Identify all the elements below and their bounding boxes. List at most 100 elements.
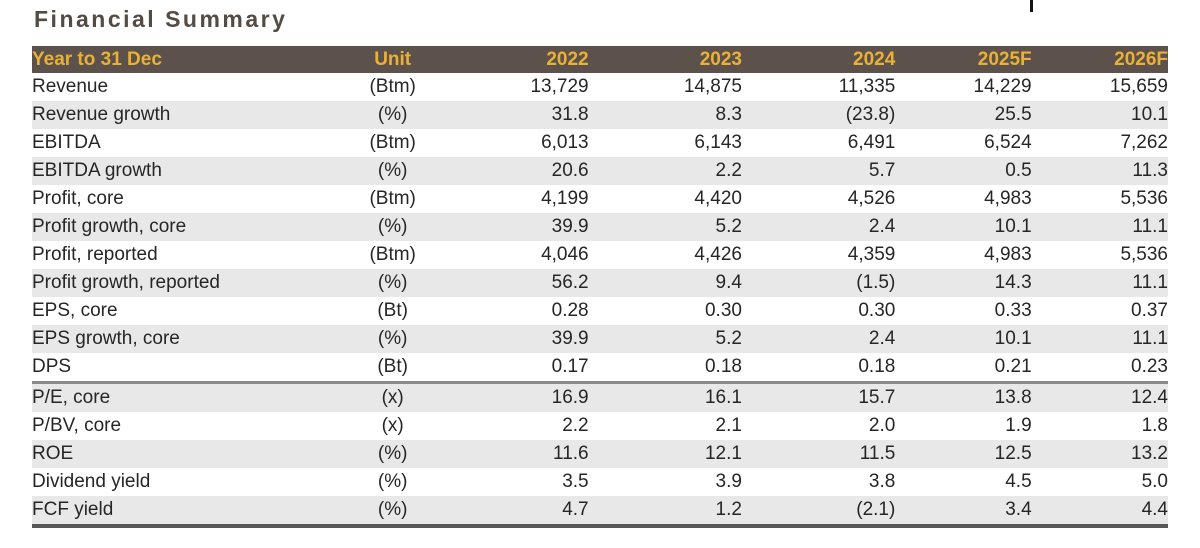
unit-cell: (x) [381,415,404,436]
row-label-cell: DPS [32,356,72,377]
value-cell: 6,143 [694,132,742,153]
value-cell: 15.7 [741,381,896,412]
table-row: EBITDA (Btm) 6,013 6,143 6,491 6,524 7,262 [32,129,1168,157]
value-cell: 16.9 [457,381,589,412]
value-cell: 12.5 [895,440,1032,468]
unit-cell: (Btm) [369,244,416,265]
value-cell: 10.1 [1031,101,1168,129]
value-cell: 2.2 [562,415,589,436]
table-row: Profit growth, core (%) 39.9 5.2 2.4 10.1 11.1 [32,213,1168,241]
value-cell: 4,983 [984,244,1032,265]
value-cell: 4,359 [847,244,896,265]
row-label-cell: EBITDA growth [32,157,328,185]
table-section-1: Revenue (Btm) 13,729 14,875 11,335 14,229 15,6… [32,73,1168,383]
header-row: Year to 31 Dec Unit 2022 2023 2024 2025F 2026F [32,46,1168,73]
value-cell: 11.1 [1031,213,1168,241]
table-row: Profit, reported (Btm) 4,046 4,426 4,359 4,98… [32,241,1168,269]
value-cell: 20.6 [457,157,589,185]
value-cell: 5.7 [741,157,896,185]
value-cell: 14.3 [895,269,1032,297]
value-cell: 12.1 [588,440,742,468]
value-cell: 5,536 [1120,188,1168,209]
unit-cell: (x) [327,381,458,412]
value-cell: 4,526 [847,188,896,209]
row-label-cell: EPS growth, core [32,325,328,353]
value-cell: 16.1 [588,381,742,412]
value-cell: 2.4 [741,325,896,353]
value-cell: (23.8) [741,101,896,129]
row-label-cell: EPS, core [32,300,118,321]
value-cell: 0.18 [704,356,742,377]
value-cell: 0.17 [551,356,589,377]
value-cell: 4.4 [1031,496,1168,526]
value-cell: 6,524 [984,132,1032,153]
column-header-year-to-31-dec: Year to 31 Dec [32,46,328,73]
value-cell: 11.1 [1031,269,1168,297]
value-cell: 11.6 [457,440,589,468]
row-label-cell: Revenue growth [32,101,328,129]
value-cell: 4.5 [1005,471,1032,492]
unit-cell: (%) [377,471,408,492]
value-cell: 11.5 [741,440,896,468]
unit-cell: (%) [327,325,458,353]
table-row: EBITDA growth (%) 20.6 2.2 5.7 0.5 11.3 [32,157,1168,185]
unit-cell: (%) [327,269,458,297]
value-cell: 0.33 [994,300,1032,321]
value-cell: 5.2 [588,213,742,241]
row-label-cell: P/E, core [32,381,328,412]
table-row: Revenue growth (%) 31.8 8.3 (23.8) 25.5 10.1 [32,101,1168,129]
value-cell: 7,262 [1120,132,1168,153]
value-cell: 13.2 [1031,440,1168,468]
value-cell: 2.2 [588,157,742,185]
value-cell: 2.1 [715,415,742,436]
value-cell: 3.9 [715,471,742,492]
value-cell: 8.3 [588,101,742,129]
value-cell: 2.0 [868,415,896,436]
value-cell: 11,335 [838,76,896,97]
row-label-cell: FCF yield [32,496,328,526]
row-label-cell: Dividend yield [32,471,151,492]
table-row: Revenue (Btm) 13,729 14,875 11,335 14,229 15,6… [32,73,1168,101]
page-title: Financial Summary [34,6,288,32]
column-header-2022: 2022 [457,46,589,73]
value-cell: 12.4 [1031,381,1168,412]
unit-cell: (%) [327,213,458,241]
value-cell: 4,420 [694,188,742,209]
unit-cell: (%) [327,496,458,526]
value-cell: 39.9 [457,213,589,241]
value-cell: 25.5 [895,101,1032,129]
unit-cell: (%) [327,440,458,468]
value-cell: 4.7 [457,496,589,526]
value-cell: 14,875 [683,76,742,97]
value-cell: 0.30 [704,300,742,321]
table-row: EPS growth, core (%) 39.9 5.2 2.4 10.1 11.1 [32,325,1168,353]
value-cell: 6,013 [541,132,589,153]
value-cell: 0.37 [1131,300,1168,321]
screen-artifact-line [1030,0,1033,12]
unit-cell: (%) [327,101,458,129]
value-cell: 0.23 [1131,356,1168,377]
table-row: EPS, core (Bt) 0.28 0.30 0.30 0.33 0.37 [32,297,1168,325]
unit-cell: (Btm) [369,76,416,97]
table-row: DPS (Bt) 0.17 0.18 0.18 0.21 0.23 [32,353,1168,383]
row-label-cell: Revenue [32,76,109,97]
row-label-cell: Profit growth, core [32,213,328,241]
table-row: ROE (%) 11.6 12.1 11.5 12.5 13.2 [32,440,1168,468]
value-cell: 4,426 [694,244,742,265]
value-cell: 1.8 [1141,415,1168,436]
value-cell: 9.4 [588,269,742,297]
value-cell: 4,046 [541,244,589,265]
value-cell: 14,229 [973,76,1032,97]
value-cell: 0.5 [895,157,1032,185]
value-cell: 3.4 [895,496,1032,526]
column-header-2024: 2024 [741,46,896,73]
unit-cell: (Bt) [377,356,408,377]
value-cell: 1.2 [588,496,742,526]
value-cell: 13,729 [530,76,589,97]
value-cell: 13.8 [895,381,1032,412]
table-row: FCF yield (%) 4.7 1.2 (2.1) 3.4 4.4 [32,496,1168,526]
row-label-cell: Profit, reported [32,244,158,265]
row-label-cell: EBITDA [32,132,101,153]
unit-cell: (Btm) [369,132,416,153]
table-row: Profit, core (Btm) 4,199 4,420 4,526 4,983 5,5… [32,185,1168,213]
